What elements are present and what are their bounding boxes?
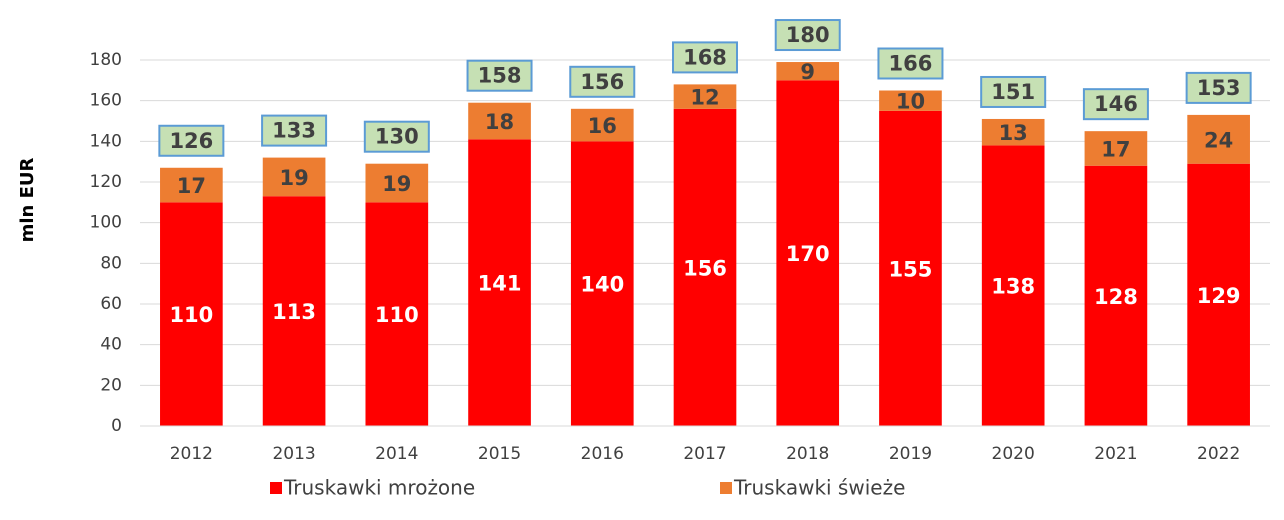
y-tick-label: 160	[90, 91, 122, 111]
total-label: 151	[991, 80, 1035, 104]
y-tick-label: 120	[90, 172, 122, 192]
data-label: 110	[169, 303, 213, 327]
data-label: 10	[896, 90, 925, 114]
data-label: 12	[690, 86, 719, 110]
bar-segment	[570, 108, 634, 142]
y-tick-label: 100	[90, 213, 122, 233]
total-label: 146	[1094, 92, 1138, 116]
legend-swatch	[720, 482, 732, 494]
bar-segment	[879, 110, 942, 426]
total-box	[261, 114, 328, 147]
bar-segment	[673, 108, 737, 427]
y-tick-label: 40	[100, 335, 122, 355]
x-tick-label: 2012	[170, 444, 213, 464]
data-label: 113	[272, 300, 316, 324]
total-label: 166	[889, 52, 933, 76]
y-tick-label: 180	[90, 50, 122, 70]
bar-segment	[981, 118, 1045, 146]
data-label: 9	[800, 60, 815, 84]
x-tick-label: 2019	[889, 444, 932, 464]
total-label: 158	[478, 64, 522, 88]
bar-segment	[1084, 165, 1148, 426]
bar-segment	[673, 84, 737, 109]
bar-segment	[1187, 114, 1250, 164]
total-box	[980, 75, 1047, 108]
data-label: 128	[1094, 285, 1138, 309]
bar-segment	[262, 157, 326, 197]
y-tick-label: 0	[111, 416, 122, 436]
bar-segment	[570, 141, 634, 427]
data-label: 24	[1204, 128, 1233, 152]
total-box	[158, 124, 225, 157]
bar-segment	[160, 202, 223, 426]
x-tick-label: 2014	[375, 444, 418, 464]
data-label: 19	[382, 172, 411, 196]
bar-segment	[981, 145, 1045, 426]
bar-segment	[365, 202, 429, 426]
total-box	[569, 65, 636, 98]
legend-label: Truskawki świeże	[733, 476, 905, 500]
total-label: 153	[1197, 76, 1241, 100]
bar-segment	[1084, 131, 1148, 166]
data-label: 19	[279, 166, 308, 190]
legend-swatch	[270, 482, 282, 494]
bar-segment	[776, 80, 840, 426]
x-tick-label: 2020	[992, 444, 1035, 464]
y-tick-label: 140	[90, 131, 122, 151]
total-label: 126	[169, 129, 213, 153]
bar-segment	[468, 139, 531, 427]
total-box	[877, 47, 944, 80]
data-label: 129	[1197, 284, 1241, 308]
x-tick-label: 2018	[786, 444, 829, 464]
data-label: 18	[485, 110, 514, 134]
y-tick-label: 80	[100, 253, 122, 273]
total-box	[363, 120, 430, 153]
total-box	[672, 41, 738, 74]
x-tick-label: 2015	[478, 444, 521, 464]
bar-segment	[776, 62, 840, 81]
data-label: 17	[177, 174, 206, 198]
data-label: 155	[889, 257, 933, 281]
total-label: 133	[272, 119, 316, 143]
data-label: 110	[375, 303, 419, 327]
x-tick-label: 2022	[1197, 444, 1240, 464]
legend-label: Truskawki mrożone	[283, 476, 475, 500]
total-label: 156	[580, 70, 624, 94]
total-box	[1082, 88, 1149, 121]
total-box	[1185, 71, 1252, 104]
bar-segment	[1187, 163, 1250, 426]
data-label: 156	[683, 256, 727, 280]
total-box	[774, 19, 841, 52]
x-tick-label: 2016	[581, 444, 624, 464]
x-tick-label: 2013	[272, 444, 315, 464]
x-tick-label: 2017	[683, 444, 726, 464]
data-label: 138	[991, 275, 1035, 299]
x-tick-label: 2021	[1094, 444, 1137, 464]
y-tick-label: 60	[100, 294, 122, 314]
bar-segment	[879, 90, 942, 111]
bar-segment	[262, 196, 326, 426]
data-label: 141	[478, 272, 522, 296]
total-label: 180	[786, 23, 830, 47]
total-label: 168	[683, 45, 727, 69]
data-label: 13	[999, 121, 1028, 145]
total-box	[466, 59, 533, 92]
total-label: 130	[375, 125, 419, 149]
bar-segment	[160, 167, 223, 203]
bar-segment	[468, 102, 531, 140]
data-label: 170	[786, 242, 830, 266]
y-tick-label: 20	[100, 375, 122, 395]
y-axis-title: mln EUR	[17, 157, 38, 242]
data-label: 17	[1101, 137, 1130, 161]
data-label: 16	[588, 114, 617, 138]
data-label: 140	[580, 273, 624, 297]
bar-segment	[365, 163, 429, 203]
